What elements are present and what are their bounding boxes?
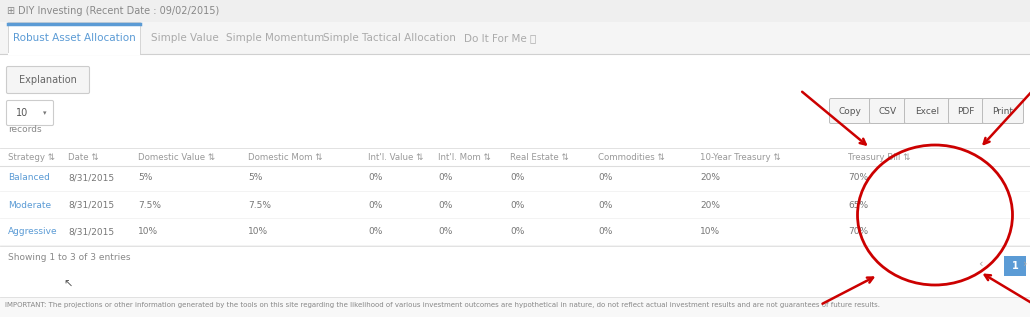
Text: 70%: 70% <box>848 173 868 183</box>
Text: 0%: 0% <box>510 173 524 183</box>
Text: Int'l. Value ⇅: Int'l. Value ⇅ <box>368 152 423 161</box>
Text: 20%: 20% <box>700 173 720 183</box>
Bar <box>0 22 1030 54</box>
Text: Showing 1 to 3 of 3 entries: Showing 1 to 3 of 3 entries <box>8 254 131 262</box>
Text: 7.5%: 7.5% <box>248 200 271 210</box>
FancyBboxPatch shape <box>829 99 870 124</box>
Text: Simple Value: Simple Value <box>151 33 218 43</box>
FancyBboxPatch shape <box>869 99 905 124</box>
Text: 1: 1 <box>1011 261 1019 271</box>
FancyBboxPatch shape <box>6 100 54 126</box>
Text: Do It For Me ⓘ: Do It For Me ⓘ <box>464 33 537 43</box>
Text: 70%: 70% <box>848 228 868 236</box>
Text: 20%: 20% <box>700 200 720 210</box>
Text: 0%: 0% <box>598 173 613 183</box>
Bar <box>1004 256 1026 276</box>
Text: Explanation: Explanation <box>20 75 77 85</box>
Text: 0%: 0% <box>598 200 613 210</box>
Text: DIY Investing (Recent Date : 09/02/2015): DIY Investing (Recent Date : 09/02/2015) <box>18 6 219 16</box>
Text: Domestic Mom ⇅: Domestic Mom ⇅ <box>248 152 322 161</box>
Bar <box>8 22 140 54</box>
Text: Copy: Copy <box>838 107 861 115</box>
Text: 8/31/2015: 8/31/2015 <box>68 200 114 210</box>
Text: ›: › <box>1023 259 1027 269</box>
Text: 0%: 0% <box>510 200 524 210</box>
Text: 10%: 10% <box>138 228 159 236</box>
Bar <box>0 0 1030 22</box>
Text: PDF: PDF <box>957 107 974 115</box>
Text: Strategy ⇅: Strategy ⇅ <box>8 152 55 161</box>
FancyBboxPatch shape <box>949 99 984 124</box>
Text: 65%: 65% <box>848 200 868 210</box>
Text: 8/31/2015: 8/31/2015 <box>68 228 114 236</box>
Text: 0%: 0% <box>598 228 613 236</box>
Text: 0%: 0% <box>438 200 452 210</box>
Text: Real Estate ⇅: Real Estate ⇅ <box>510 152 569 161</box>
Text: IMPORTANT: The projections or other information generated by the tools on this s: IMPORTANT: The projections or other info… <box>5 302 880 308</box>
Text: Domestic Value ⇅: Domestic Value ⇅ <box>138 152 215 161</box>
Text: 0%: 0% <box>368 228 382 236</box>
Text: Commodities ⇅: Commodities ⇅ <box>598 152 664 161</box>
Text: Simple Momentum: Simple Momentum <box>226 33 324 43</box>
Text: Simple Tactical Allocation: Simple Tactical Allocation <box>322 33 455 43</box>
Bar <box>0 297 1030 317</box>
Text: Robust Asset Allocation: Robust Asset Allocation <box>12 33 135 43</box>
Text: Excel: Excel <box>915 107 939 115</box>
Text: Date ⇅: Date ⇅ <box>68 152 99 161</box>
Text: 7.5%: 7.5% <box>138 200 161 210</box>
Text: Balanced: Balanced <box>8 173 49 183</box>
Text: Aggressive: Aggressive <box>8 228 58 236</box>
FancyBboxPatch shape <box>904 99 950 124</box>
Text: Treasury Bill ⇅: Treasury Bill ⇅ <box>848 152 911 161</box>
Text: 0%: 0% <box>368 173 382 183</box>
Text: ⊞: ⊞ <box>6 6 14 16</box>
Text: 10: 10 <box>16 108 28 118</box>
Text: ‹: ‹ <box>977 259 983 269</box>
Text: 10%: 10% <box>248 228 268 236</box>
Text: 5%: 5% <box>138 173 152 183</box>
Text: 0%: 0% <box>438 228 452 236</box>
Text: Int'l. Mom ⇅: Int'l. Mom ⇅ <box>438 152 490 161</box>
Text: Print: Print <box>993 107 1014 115</box>
Text: 10-Year Treasury ⇅: 10-Year Treasury ⇅ <box>700 152 781 161</box>
Text: Moderate: Moderate <box>8 200 52 210</box>
Text: 0%: 0% <box>368 200 382 210</box>
FancyBboxPatch shape <box>6 67 90 94</box>
Text: 5%: 5% <box>248 173 263 183</box>
Text: CSV: CSV <box>879 107 896 115</box>
Text: 0%: 0% <box>438 173 452 183</box>
Text: 0%: 0% <box>510 228 524 236</box>
Text: 10%: 10% <box>700 228 720 236</box>
Text: 8/31/2015: 8/31/2015 <box>68 173 114 183</box>
Text: ▾: ▾ <box>43 110 46 116</box>
Text: ↖: ↖ <box>63 280 73 290</box>
Text: records: records <box>8 126 41 134</box>
FancyBboxPatch shape <box>983 99 1024 124</box>
